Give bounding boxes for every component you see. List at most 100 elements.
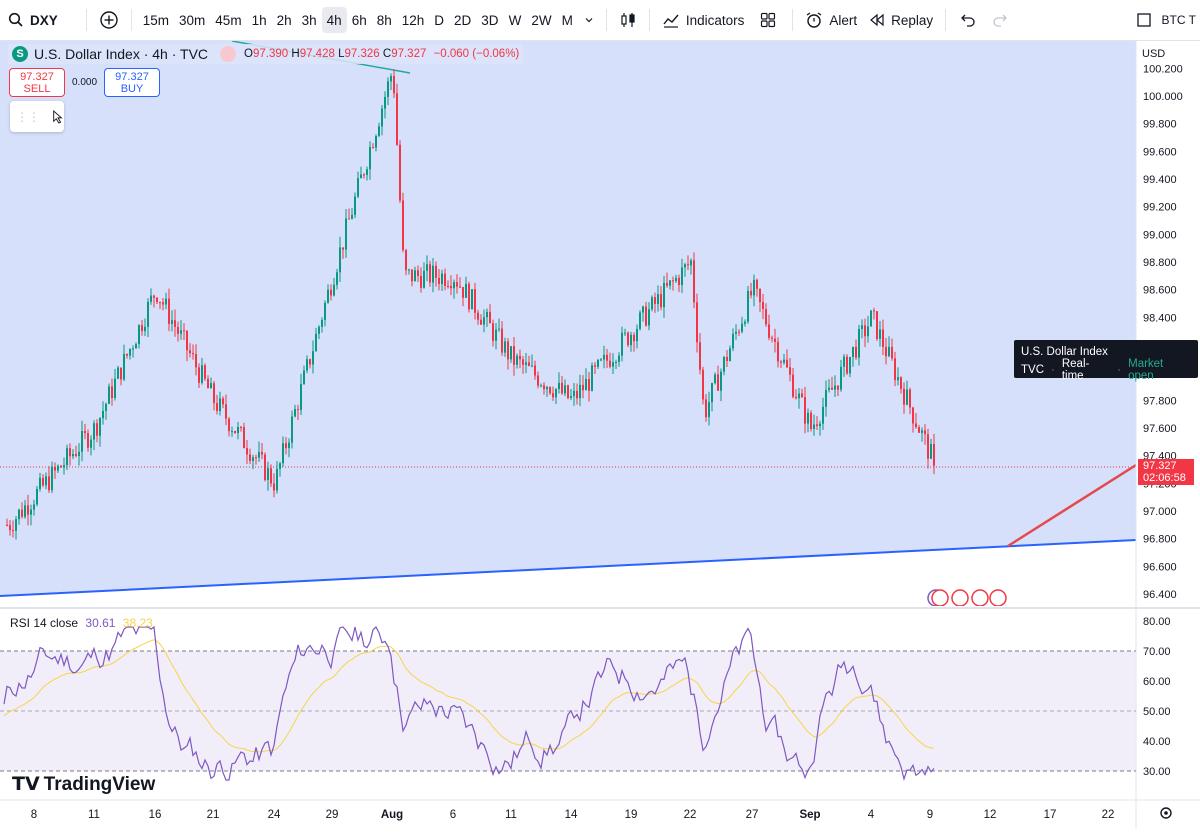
us-flag-event-icon[interactable] (971, 589, 989, 606)
templates-button[interactable] (750, 0, 786, 41)
timeframe-45m[interactable]: 45m (215, 12, 242, 28)
candle-body (534, 365, 536, 376)
timeframe-2h[interactable]: 2h (276, 12, 292, 28)
candle-body (687, 264, 689, 266)
price-axis-label: 98.600 (1143, 285, 1177, 297)
timeframe-dropdown[interactable] (578, 0, 600, 41)
bar-countdown: 02:06:58 (1143, 472, 1186, 484)
buy-price: 97.327 (115, 70, 149, 83)
time-axis[interactable]: 8 11 16 21 24 29 Aug 6 11 14 19 22 27 Sep 4 9 12 17 22 (31, 809, 1115, 821)
candle-body (777, 341, 779, 362)
timeframe-W[interactable]: W (508, 12, 522, 28)
replay-button[interactable]: Replay (863, 0, 939, 41)
candle-body (291, 416, 293, 443)
rsi-axis-label: 30.00 (1143, 766, 1171, 778)
candle-body (528, 362, 530, 366)
symbol-search[interactable]: DXY (0, 0, 58, 41)
candle-body (138, 325, 140, 345)
candle-body (414, 270, 416, 282)
candle-body (204, 365, 206, 379)
candle-body (486, 311, 488, 318)
time-axis-label: 24 (268, 809, 281, 821)
grid-icon (761, 12, 776, 28)
alarm-clock-icon (806, 12, 822, 28)
chart-canvas[interactable]: 100.200100.00099.80099.60099.40099.20099… (0, 41, 1200, 828)
tooltip-status: Market open (1128, 358, 1164, 382)
candle-body (798, 393, 800, 399)
candle-body (624, 332, 626, 334)
indicators-button[interactable]: Indicators (656, 0, 751, 41)
timeframe-12h[interactable]: 12h (401, 12, 425, 28)
projection-line[interactable] (1007, 463, 1136, 548)
rsi-axis-label: 80.00 (1143, 616, 1171, 628)
us-flag-event-icon[interactable] (951, 589, 969, 606)
settings-gear-icon[interactable] (1160, 807, 1172, 819)
drawing-toolbar[interactable]: ⋮⋮ (10, 101, 64, 132)
rsi-axis-label: 70.00 (1143, 646, 1171, 658)
price-axis[interactable]: 100.200 100.000 99.800 99.600 99.400 99.200 99… (1143, 63, 1183, 601)
square-icon (1136, 13, 1151, 27)
timeframe-3D[interactable]: 3D (481, 12, 499, 28)
support-trendline[interactable] (0, 539, 1136, 597)
candle-body (765, 309, 767, 325)
cursor-arrow-icon[interactable] (52, 109, 64, 125)
tradingview-logo[interactable]: 𝗧𝗩 TradingView (12, 773, 155, 796)
timeframe-2D[interactable]: 2D (454, 12, 472, 28)
candle-body (378, 126, 380, 136)
timeframe-M[interactable]: M (561, 12, 573, 28)
candle-body (57, 465, 59, 471)
candle-body (186, 330, 188, 351)
candle-body (714, 374, 716, 384)
chart-area[interactable]: 100.200 100.000 99.800 99.600 99.400 99.200 99… (0, 41, 1200, 828)
timeframe-8h[interactable]: 8h (376, 12, 392, 28)
candle-body (150, 295, 152, 302)
candle-body (720, 371, 722, 391)
candle-body (264, 454, 266, 481)
compare-button[interactable] (93, 0, 125, 41)
timeframe-6h[interactable]: 6h (351, 12, 367, 28)
price-axis-label: 99.200 (1143, 202, 1177, 214)
alert-button[interactable]: Alert (799, 0, 863, 41)
candle-body (732, 333, 734, 349)
timeframe-15m[interactable]: 15m (142, 12, 170, 28)
rsi-axis[interactable]: 80.00 70.00 60.00 50.00 40.00 30.00 (1143, 616, 1171, 778)
timeframe-D[interactable]: D (434, 12, 445, 28)
redo-button[interactable] (984, 0, 1016, 41)
candles-icon (621, 13, 635, 27)
timeframe-1h[interactable]: 1h (251, 12, 267, 28)
sell-button[interactable]: 97.327 SELL (9, 68, 65, 97)
rsi-axis-label: 50.00 (1143, 706, 1171, 718)
candle-body (309, 359, 311, 365)
candle-body (666, 282, 668, 286)
legend-menu-icon[interactable] (220, 46, 237, 62)
candle-body (831, 387, 833, 390)
candle-body (642, 306, 644, 313)
rsi-value: 30.61 (85, 616, 116, 630)
candle-body (738, 331, 740, 333)
last-price: 97.327 (1143, 460, 1177, 472)
candle-body (300, 383, 302, 410)
timeframe-30m[interactable]: 30m (179, 12, 206, 28)
candle-body (900, 377, 902, 389)
timeframe-4h[interactable]: 4h (321, 7, 347, 33)
candle-body (306, 359, 308, 371)
candle-body (198, 367, 200, 383)
candle-body (63, 465, 65, 468)
timeframe-2W[interactable]: 2W (531, 12, 552, 28)
timeframe-3h[interactable]: 3h (301, 12, 317, 28)
us-flag-event-icon[interactable] (931, 589, 949, 606)
drag-handle-icon[interactable]: ⋮⋮ (16, 109, 40, 124)
layout-button[interactable] (1130, 0, 1158, 41)
chart-type-button[interactable] (613, 0, 643, 41)
buy-button[interactable]: 97.327 BUY (104, 68, 160, 97)
sell-label: SELL (23, 82, 51, 95)
watchlist-symbol[interactable]: BTC T (1158, 0, 1200, 41)
undo-button[interactable] (952, 0, 984, 41)
candle-body (912, 407, 914, 424)
candle-body (213, 383, 215, 404)
search-icon (8, 12, 23, 27)
candle-body (189, 350, 191, 354)
currency-selector[interactable]: USD (1142, 48, 1166, 60)
us-flag-event-icon[interactable] (989, 589, 1007, 606)
candle-body (426, 264, 428, 271)
